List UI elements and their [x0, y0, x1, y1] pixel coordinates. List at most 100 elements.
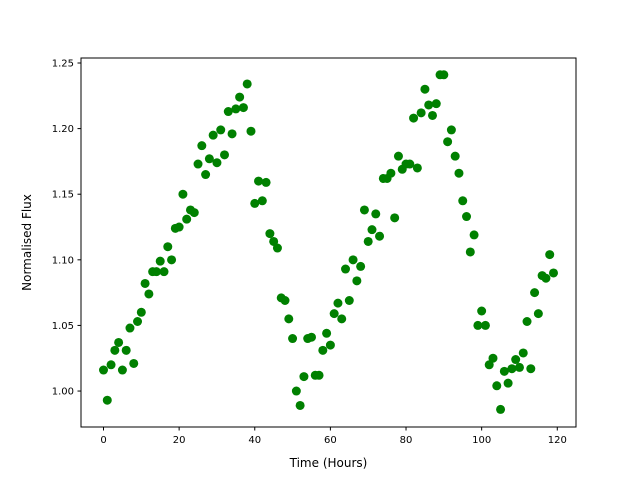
data-point — [208, 130, 218, 140]
data-point — [121, 345, 131, 355]
data-point — [114, 337, 124, 347]
data-point — [450, 151, 460, 161]
data-point — [212, 158, 222, 168]
y-tick-label: 1.00 — [52, 387, 74, 398]
data-point — [462, 212, 472, 222]
data-point — [129, 358, 139, 368]
data-point — [110, 345, 120, 355]
data-point — [227, 129, 237, 139]
x-tick-label: 60 — [324, 435, 337, 446]
data-point — [189, 208, 199, 218]
data-point — [299, 372, 309, 382]
data-point — [499, 366, 509, 376]
data-point — [193, 159, 203, 169]
data-points — [99, 70, 558, 414]
data-point — [344, 296, 354, 306]
data-point — [140, 278, 150, 288]
y-tick-label: 1.10 — [52, 255, 74, 266]
data-point — [306, 332, 316, 342]
data-point — [291, 386, 301, 396]
data-point — [106, 360, 116, 370]
data-point — [533, 309, 543, 319]
data-point — [329, 309, 339, 319]
data-point — [511, 355, 521, 365]
data-point — [386, 168, 396, 178]
data-point — [439, 70, 449, 80]
data-point — [522, 316, 532, 326]
data-point — [341, 264, 351, 274]
data-point — [265, 229, 275, 239]
data-point — [465, 247, 475, 257]
data-point — [352, 276, 362, 286]
data-point — [541, 273, 551, 283]
y-axis-ticks: 1.00 1.05 1.10 1.15 1.20 1.25 — [52, 58, 81, 398]
data-point — [242, 79, 252, 89]
data-point — [133, 316, 143, 326]
data-point — [348, 255, 358, 265]
data-point — [393, 151, 403, 161]
data-point — [356, 261, 366, 271]
data-point — [314, 370, 324, 380]
data-point — [144, 289, 154, 299]
data-point — [480, 320, 490, 330]
plot-frame — [80, 57, 577, 428]
data-point — [549, 268, 558, 278]
data-point — [117, 365, 127, 375]
y-tick-label: 1.20 — [52, 124, 74, 135]
data-point — [284, 314, 294, 324]
data-point — [469, 230, 479, 240]
data-point — [246, 126, 256, 136]
data-point — [518, 348, 528, 358]
data-point — [238, 103, 248, 113]
data-point — [409, 113, 419, 123]
x-tick-label: 40 — [248, 435, 261, 446]
data-point — [235, 92, 245, 102]
data-point — [405, 159, 415, 169]
data-point — [375, 231, 385, 241]
data-point — [99, 365, 108, 375]
data-point — [359, 205, 369, 215]
data-point — [178, 189, 188, 199]
data-point — [102, 395, 112, 405]
data-point — [514, 362, 524, 372]
data-point — [371, 209, 381, 219]
data-point — [454, 168, 464, 178]
data-point — [261, 177, 271, 187]
data-point — [155, 256, 165, 266]
x-tick-label: 0 — [100, 435, 106, 446]
y-axis-label: Normalised Flux — [20, 194, 34, 291]
x-tick-label: 20 — [173, 435, 186, 446]
y-tick-label: 1.25 — [52, 58, 74, 69]
data-point — [496, 404, 506, 414]
data-point — [257, 196, 267, 206]
data-point — [231, 104, 241, 114]
x-tick-label: 100 — [472, 435, 491, 446]
data-point — [223, 107, 233, 117]
data-point — [367, 225, 377, 235]
data-point — [174, 222, 184, 232]
x-tick-label: 80 — [400, 435, 413, 446]
data-point — [412, 163, 422, 173]
data-point — [216, 125, 226, 135]
data-point — [204, 154, 214, 164]
data-point — [136, 307, 146, 317]
data-point — [337, 314, 347, 324]
x-axis-ticks: 0 20 40 60 80 100 120 — [100, 427, 567, 446]
data-point — [363, 236, 373, 246]
data-point — [250, 198, 260, 208]
data-point — [280, 296, 290, 306]
data-point — [507, 364, 517, 374]
y-tick-label: 1.05 — [52, 321, 74, 332]
data-point — [488, 353, 498, 363]
data-point — [125, 323, 135, 333]
data-point — [167, 255, 177, 265]
data-point — [443, 137, 453, 147]
data-point — [163, 242, 173, 252]
data-point — [492, 381, 502, 391]
data-point — [254, 176, 264, 186]
data-point — [318, 345, 328, 355]
data-point — [545, 250, 555, 260]
data-point — [431, 99, 441, 109]
data-point — [526, 364, 536, 374]
